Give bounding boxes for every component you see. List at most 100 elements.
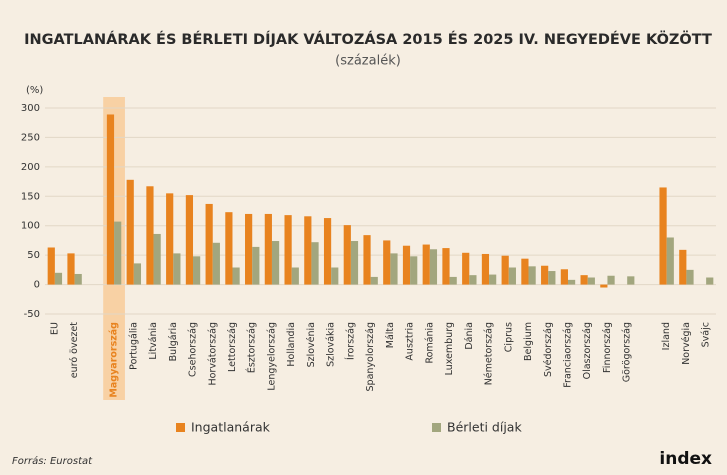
bar [304, 216, 312, 285]
bar [666, 237, 674, 285]
x-tick-label: Észtország [246, 322, 258, 373]
x-tick-label: Portugália [128, 322, 139, 370]
logo: index [659, 449, 712, 469]
bar [133, 263, 142, 285]
bar [193, 256, 201, 285]
x-tick-label: Málta [385, 322, 396, 348]
bar [607, 275, 615, 285]
bar [481, 253, 490, 285]
x-tick-label: Csehország [188, 322, 199, 377]
chart-title: INGATLANÁRAK ÉS BÉRLETI DÍJAK VÁLTOZÁSA … [24, 30, 712, 48]
y-tick-label: 200 [21, 162, 40, 173]
legend-label: Ingatlanárak [191, 420, 271, 435]
bar [489, 274, 497, 285]
y-axis-label: (%) [26, 85, 43, 96]
bar [114, 221, 122, 285]
x-tick-label: Olaszország [582, 322, 593, 379]
bar [212, 242, 220, 285]
bar [469, 275, 477, 285]
bar [54, 272, 63, 285]
bar [508, 267, 516, 285]
bar [659, 187, 667, 285]
x-tick-label: Belgium [523, 322, 534, 361]
bar [311, 242, 319, 285]
x-tick-label: Hollandia [286, 322, 297, 367]
bar [225, 212, 233, 285]
bar [74, 273, 82, 285]
bar [323, 218, 332, 285]
x-tick-label: Luxemburg [444, 322, 455, 375]
bar [146, 186, 154, 285]
bar [422, 244, 430, 285]
bar [521, 258, 529, 285]
bar [587, 277, 595, 285]
bar [252, 246, 260, 285]
bar [410, 256, 418, 285]
bar [284, 215, 292, 285]
bar [67, 253, 75, 285]
x-tick-label: Svájc [701, 322, 712, 347]
x-tick-label: euró övezet [69, 322, 80, 379]
y-tick-label: 50 [27, 250, 40, 261]
bar [370, 276, 378, 285]
bar [627, 276, 635, 285]
bar [383, 240, 391, 285]
chart-subtitle: (százalék) [335, 54, 401, 69]
bar [205, 203, 213, 285]
bar [442, 248, 450, 285]
bar [402, 245, 411, 285]
x-tick-label: Szlovénia [306, 322, 317, 367]
bar [264, 213, 272, 285]
x-tick-label: Spanyolország [365, 322, 376, 391]
x-tick-label: Ausztria [405, 322, 416, 361]
y-tick-label: 150 [21, 191, 40, 202]
x-tick-label: Litvánia [148, 322, 159, 360]
x-tick-label: Norvégia [681, 322, 692, 365]
x-tick-label: Horvátország [207, 322, 218, 386]
bar [232, 267, 240, 285]
bar [291, 267, 299, 285]
bar [560, 269, 568, 285]
x-tick-label: Szlovákia [326, 322, 337, 367]
y-tick-label: 300 [21, 103, 40, 114]
x-tick-label: Lengyelország [266, 322, 277, 391]
bar [185, 195, 194, 285]
y-tick-label: 100 [21, 221, 40, 232]
x-tick-label: Görögország [622, 322, 633, 382]
bar [173, 253, 181, 285]
bar [706, 277, 714, 285]
x-tick-label: Lettország [227, 322, 238, 372]
bar [350, 241, 359, 285]
x-tick-label: Ciprus [503, 322, 514, 352]
x-tick-label: Románia [424, 322, 435, 364]
bar [126, 179, 134, 285]
x-tick-label: Magyarország [109, 322, 120, 398]
bar [245, 213, 253, 285]
bar [449, 276, 457, 285]
bar [580, 275, 588, 285]
bar [686, 269, 694, 285]
y-tick-label: 250 [21, 132, 40, 143]
legend-label: Bérleti díjak [447, 420, 522, 435]
bar [153, 233, 161, 285]
bar [47, 247, 55, 285]
bar [390, 253, 398, 285]
y-tick-label: 0 [34, 280, 40, 291]
bar [679, 249, 687, 285]
bar [343, 225, 351, 285]
source: Forrás: Eurostat [12, 455, 93, 467]
bar [429, 249, 438, 285]
x-tick-label: Finnország [602, 322, 613, 373]
bar [541, 265, 549, 285]
bar [331, 267, 339, 285]
x-tick-label: Bulgária [168, 322, 179, 361]
legend-swatch [432, 423, 441, 432]
legend-swatch [176, 423, 185, 432]
x-tick-label: Németország [484, 322, 495, 385]
x-tick-label: Írország [344, 322, 356, 360]
bar [106, 114, 115, 285]
bar [548, 271, 556, 285]
y-tick-label: -50 [24, 309, 40, 320]
bar [528, 266, 536, 285]
bar [462, 252, 470, 285]
